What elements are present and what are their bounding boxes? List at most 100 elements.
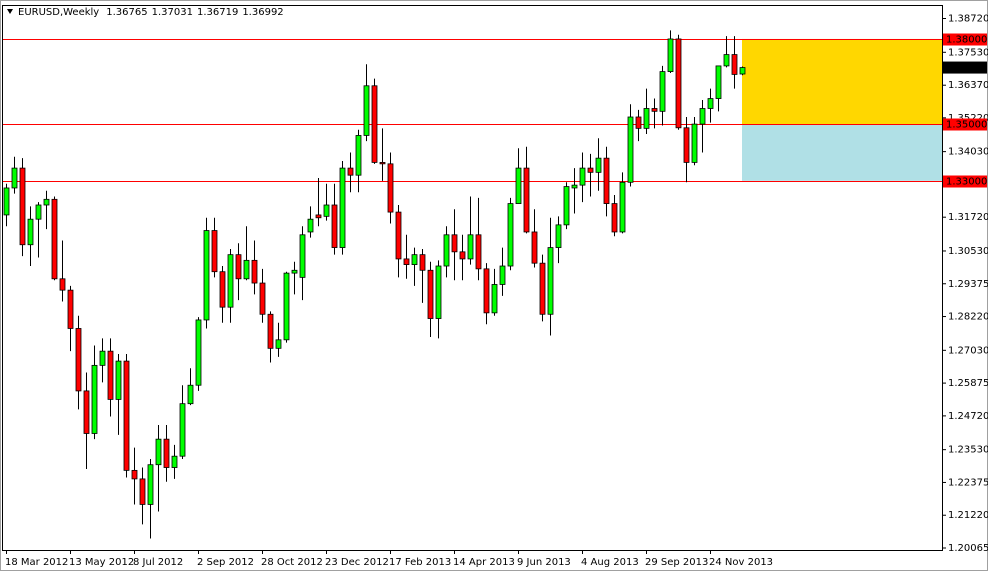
- plot-frame: [2, 5, 943, 551]
- x-tick-label: 13 May 2012: [69, 557, 134, 568]
- level-label: 1.33000: [946, 177, 987, 188]
- price-tag: [943, 61, 987, 74]
- body: [499, 265, 506, 285]
- body: [547, 247, 554, 315]
- y-tick-label: 1.36370: [948, 80, 988, 91]
- zones: [742, 38, 942, 181]
- body: [243, 259, 250, 280]
- x-tick-label: 2 Sep 2012: [197, 557, 254, 568]
- y-tick-label: 1.35220: [948, 113, 988, 124]
- body: [603, 157, 610, 204]
- body: [715, 65, 722, 99]
- body: [99, 350, 106, 366]
- body: [403, 258, 410, 265]
- body: [67, 289, 74, 329]
- chart-header: EURUSD,Weekly 1.36765 1.37031 1.36719 1.3699…: [18, 7, 284, 18]
- body: [675, 38, 682, 129]
- y-tick-label: 1.38720: [948, 14, 988, 25]
- body: [507, 203, 514, 267]
- body: [475, 234, 482, 270]
- x-tick-label: 29 Sep 2013: [645, 557, 708, 568]
- x-tick-label: 14 Apr 2013: [453, 557, 515, 568]
- body: [699, 108, 706, 125]
- body: [555, 224, 562, 248]
- close: 1.36992: [242, 7, 283, 18]
- level-label: 1.35000: [946, 120, 987, 131]
- body: [347, 167, 354, 176]
- axes: 1.38720 1.37530 1.36370 1.35220 1.34030 1.317…: [5, 14, 988, 568]
- body: [459, 251, 466, 260]
- body: [3, 187, 10, 216]
- body: [483, 268, 490, 314]
- body: [235, 254, 242, 280]
- menu-arrow[interactable]: [7, 9, 13, 14]
- body: [51, 198, 58, 280]
- low: 1.36719: [197, 7, 238, 18]
- body: [427, 269, 434, 319]
- y-tick-label: 1.37530: [948, 47, 988, 58]
- body: [19, 167, 26, 246]
- body: [531, 231, 538, 264]
- body: [115, 360, 122, 400]
- y-tick-label: 1.34030: [948, 147, 988, 158]
- body: [587, 167, 594, 173]
- body: [643, 108, 650, 129]
- body: [307, 218, 314, 233]
- body: [139, 478, 146, 505]
- body: [291, 269, 298, 274]
- y-tick-label: 1.30530: [948, 246, 988, 257]
- zone: [742, 124, 942, 181]
- x-tick-label: 28 Oct 2012: [261, 557, 323, 568]
- body: [379, 162, 386, 165]
- body: [467, 234, 474, 260]
- body: [35, 204, 42, 220]
- body: [251, 259, 258, 284]
- body: [315, 214, 322, 219]
- body: [259, 282, 266, 315]
- body: [147, 464, 154, 505]
- body: [339, 167, 346, 248]
- body: [707, 98, 714, 109]
- body: [635, 116, 642, 129]
- y-tick-label: 1.28220: [948, 312, 988, 323]
- body: [659, 71, 666, 112]
- y-tick-label: 1.22375: [948, 477, 988, 488]
- body: [683, 127, 690, 163]
- body: [107, 350, 114, 400]
- x-tick-label: 23 Dec 2012: [325, 557, 389, 568]
- body: [395, 211, 402, 260]
- body: [611, 203, 618, 233]
- x-tick-label: 17 Feb 2013: [389, 557, 451, 568]
- body: [579, 167, 586, 186]
- body: [539, 262, 546, 315]
- body: [619, 181, 626, 233]
- candles: [3, 30, 746, 539]
- x-tick-label: 4 Aug 2013: [581, 557, 639, 568]
- body: [371, 85, 378, 163]
- body: [435, 265, 442, 319]
- body: [739, 67, 746, 75]
- level-label: 1.38000: [946, 35, 987, 46]
- y-tick-label: 1.29375: [948, 279, 988, 290]
- x-tick-label: 24 Nov 2013: [709, 557, 773, 568]
- level-tag: [943, 175, 987, 188]
- symbol: EURUSD,Weekly: [18, 7, 99, 18]
- body: [595, 157, 602, 173]
- body: [163, 438, 170, 468]
- body: [355, 135, 362, 176]
- body: [451, 234, 458, 253]
- body: [195, 319, 202, 386]
- body: [75, 328, 82, 392]
- open: 1.36765: [106, 7, 147, 18]
- body: [571, 184, 578, 189]
- x-tick-label: 8 Jul 2012: [133, 557, 183, 568]
- x-tick-label: 9 Jun 2013: [517, 557, 571, 568]
- high: 1.37031: [152, 7, 193, 18]
- body: [515, 167, 522, 204]
- body: [83, 390, 90, 434]
- body: [91, 364, 98, 434]
- body: [123, 360, 130, 471]
- body: [283, 272, 290, 341]
- body: [203, 230, 210, 321]
- body: [731, 54, 738, 75]
